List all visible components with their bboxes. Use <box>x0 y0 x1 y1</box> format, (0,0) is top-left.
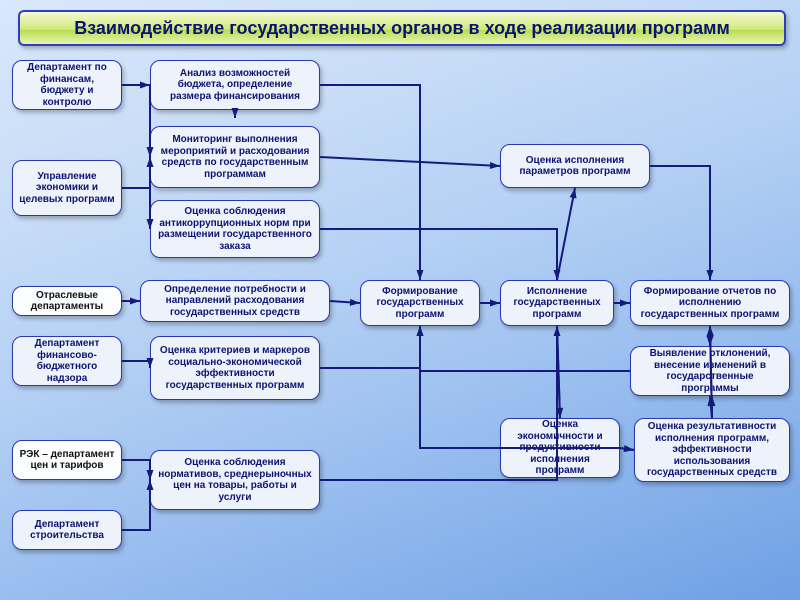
diagram-title: Взаимодействие государственных органов в… <box>18 10 786 46</box>
stage: { "title": "Взаимодействие государственн… <box>0 0 800 600</box>
node-branch-departments: Отраслевые департаменты <box>12 286 122 316</box>
node-economy-eval: Оценка экономичности и продуктивности ис… <box>500 418 620 478</box>
node-dep-finance: Департамент по финансам, бюджету и контр… <box>12 60 122 110</box>
node-deviation-detect: Выявление отклонений, внесение изменений… <box>630 346 790 396</box>
node-dep-construction: Департамент строительства <box>12 510 122 550</box>
node-program-formation: Формирование государственных программ <box>360 280 480 326</box>
node-norms-eval: Оценка соблюдения нормативов, среднерыно… <box>150 450 320 510</box>
node-monitoring: Мониторинг выполнения мероприятий и расх… <box>150 126 320 188</box>
node-anticorruption: Оценка соблюдения антикоррупционных норм… <box>150 200 320 258</box>
node-rek-prices: РЭК – департамент цен и тарифов <box>12 440 122 480</box>
node-report-formation: Формирование отчетов по исполнению госуд… <box>630 280 790 326</box>
node-program-execution: Исполнение государственных программ <box>500 280 614 326</box>
node-effectiveness-eval: Оценка результативности исполнения прогр… <box>634 418 790 482</box>
node-criteria-eval: Оценка критериев и маркеров социально-эк… <box>150 336 320 400</box>
node-upr-economics: Управление экономики и целевых программ <box>12 160 122 216</box>
node-budget-analysis: Анализ возможностей бюджета, определение… <box>150 60 320 110</box>
node-needs-definition: Определение потребности и направлений ра… <box>140 280 330 322</box>
node-param-assessment: Оценка исполнения параметров программ <box>500 144 650 188</box>
node-dep-oversight: Департамент финансово-бюджетного надзора <box>12 336 122 386</box>
